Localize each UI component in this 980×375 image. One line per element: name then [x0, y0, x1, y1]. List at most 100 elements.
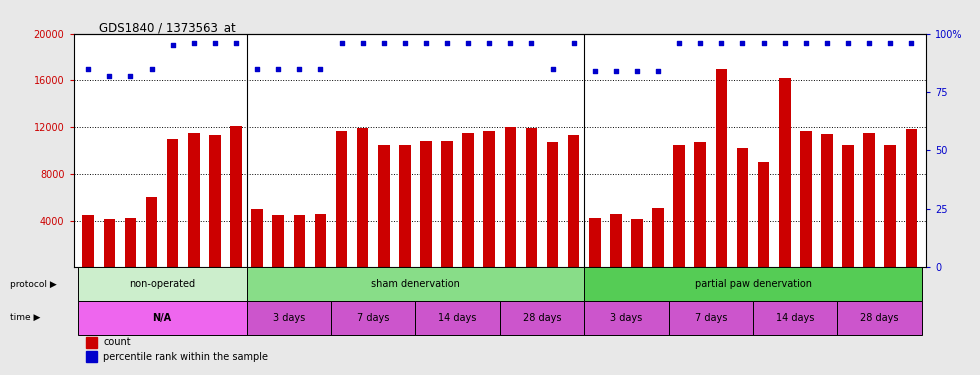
Text: partial paw denervation: partial paw denervation: [695, 279, 811, 289]
Bar: [124, 218, 136, 267]
Bar: [463, 133, 474, 267]
Bar: [188, 133, 200, 267]
Text: time ▶: time ▶: [10, 313, 40, 322]
Point: [904, 40, 919, 46]
Point: [608, 68, 623, 74]
Bar: [779, 78, 791, 267]
Point: [122, 73, 138, 79]
Point: [186, 40, 202, 46]
Point: [144, 66, 160, 72]
Text: 3 days: 3 days: [272, 313, 305, 323]
Bar: [753, 301, 838, 334]
Bar: [420, 141, 432, 267]
Bar: [77, 267, 247, 301]
Point: [291, 66, 307, 72]
Text: percentile rank within the sample: percentile rank within the sample: [103, 352, 269, 362]
Bar: [631, 219, 643, 267]
Text: 28 days: 28 days: [522, 313, 562, 323]
Bar: [357, 128, 368, 267]
Point: [545, 66, 561, 72]
Bar: [758, 162, 769, 267]
Point: [861, 40, 877, 46]
Text: 7 days: 7 days: [695, 313, 727, 323]
Bar: [251, 209, 263, 267]
Point: [629, 68, 645, 74]
Bar: [884, 145, 896, 267]
Bar: [82, 215, 94, 267]
Text: sham denervation: sham denervation: [371, 279, 460, 289]
Bar: [315, 213, 326, 267]
Bar: [86, 351, 96, 362]
Text: non-operated: non-operated: [129, 279, 195, 289]
Point: [270, 66, 286, 72]
Bar: [247, 267, 584, 301]
Text: GDS1840 / 1373563_at: GDS1840 / 1373563_at: [99, 21, 236, 34]
Point: [777, 40, 793, 46]
Bar: [77, 301, 247, 334]
Point: [840, 40, 856, 46]
Point: [439, 40, 455, 46]
Point: [798, 40, 813, 46]
Point: [671, 40, 687, 46]
Point: [565, 40, 581, 46]
Point: [481, 40, 497, 46]
Bar: [500, 301, 584, 334]
Point: [713, 40, 729, 46]
Point: [756, 40, 771, 46]
Bar: [104, 219, 116, 267]
Point: [249, 66, 265, 72]
Bar: [230, 126, 242, 267]
Bar: [293, 215, 305, 267]
Point: [207, 40, 222, 46]
Point: [587, 68, 603, 74]
Bar: [331, 301, 416, 334]
Point: [333, 40, 349, 46]
Bar: [247, 301, 331, 334]
Text: protocol ▶: protocol ▶: [10, 279, 56, 288]
Point: [80, 66, 96, 72]
Point: [376, 40, 392, 46]
Point: [418, 40, 434, 46]
Bar: [584, 267, 922, 301]
Text: 14 days: 14 days: [438, 313, 477, 323]
Bar: [842, 145, 854, 267]
Point: [461, 40, 476, 46]
Bar: [378, 145, 389, 267]
Bar: [800, 130, 811, 267]
Bar: [272, 215, 284, 267]
Point: [882, 40, 898, 46]
Bar: [821, 134, 833, 267]
Bar: [673, 145, 685, 267]
Bar: [441, 141, 453, 267]
Bar: [715, 69, 727, 267]
Bar: [611, 213, 621, 267]
Point: [503, 40, 518, 46]
Text: 28 days: 28 days: [860, 313, 899, 323]
Bar: [567, 135, 579, 267]
Text: 3 days: 3 days: [611, 313, 643, 323]
Point: [523, 40, 539, 46]
Bar: [336, 130, 347, 267]
Bar: [668, 301, 753, 334]
Bar: [589, 218, 601, 267]
Point: [228, 40, 244, 46]
Point: [313, 66, 328, 72]
Bar: [209, 135, 221, 267]
Text: count: count: [103, 337, 131, 347]
Point: [819, 40, 835, 46]
Point: [735, 40, 751, 46]
Point: [165, 42, 180, 48]
Bar: [483, 130, 495, 267]
Bar: [86, 337, 96, 348]
Bar: [863, 133, 875, 267]
Text: N/A: N/A: [153, 313, 172, 323]
Point: [355, 40, 370, 46]
Bar: [399, 145, 411, 267]
Bar: [584, 301, 668, 334]
Bar: [838, 301, 922, 334]
Bar: [505, 127, 516, 267]
Bar: [695, 142, 707, 267]
Point: [397, 40, 413, 46]
Point: [102, 73, 118, 79]
Bar: [906, 129, 917, 267]
